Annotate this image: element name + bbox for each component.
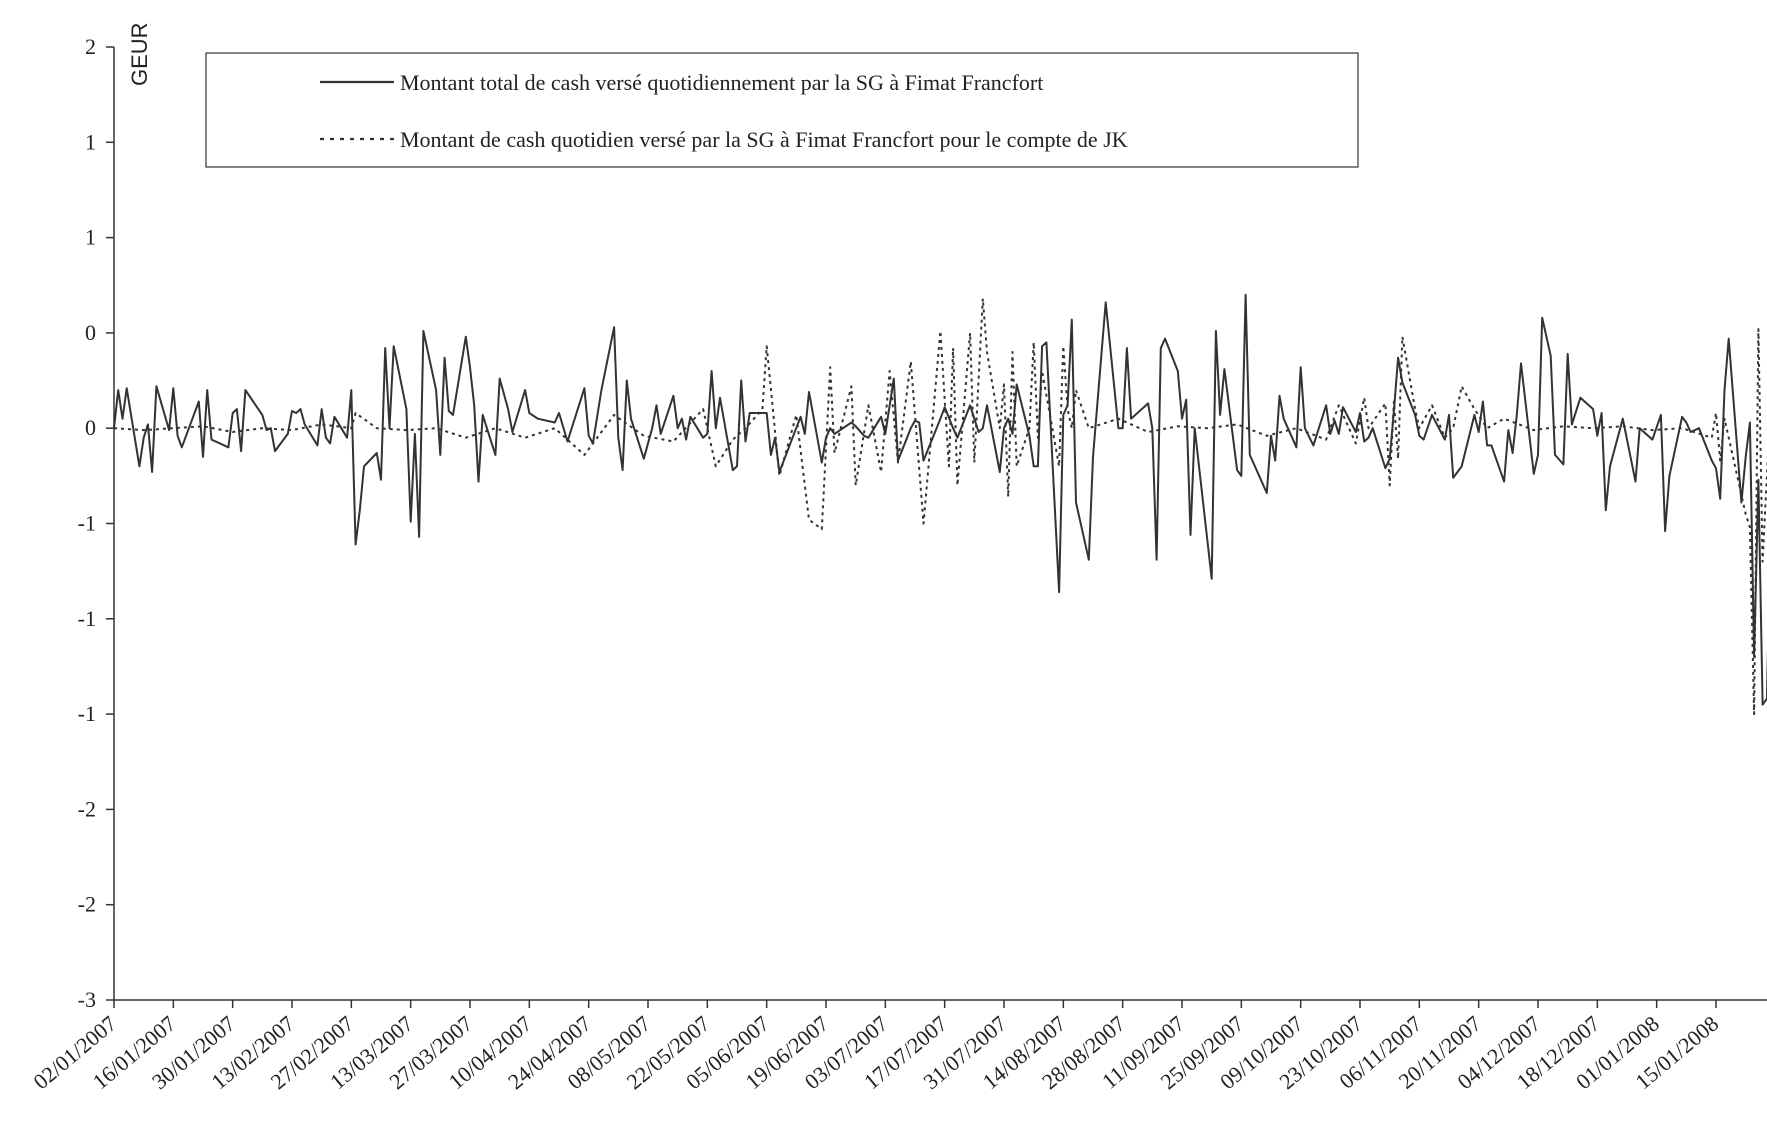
y-tick-label: 0 — [85, 320, 96, 345]
series-line-total-cash — [113, 293, 1767, 706]
y-tick-label: -3 — [78, 987, 96, 1012]
y-tick-label: -2 — [78, 796, 96, 821]
y-tick-label: 1 — [85, 225, 96, 250]
y-axis-unit-label: GEUR — [127, 22, 152, 86]
x-axis: 02/01/200716/01/200730/01/200713/02/2007… — [28, 999, 1767, 1094]
legend: Montant total de cash versé quotidiennem… — [205, 52, 1359, 168]
y-tick-label: 0 — [85, 415, 96, 440]
y-tick-label: -1 — [78, 701, 96, 726]
legend-box — [205, 52, 1359, 168]
plot-lines — [113, 293, 1767, 716]
y-tick-label: 1 — [85, 129, 96, 154]
series-line-jk-cash — [113, 297, 1767, 716]
y-tick-label: 2 — [85, 34, 96, 59]
legend-label-jk-cash: Montant de cash quotidien versé par la S… — [400, 127, 1128, 152]
y-tick-label: -2 — [78, 892, 96, 917]
y-tick-label: -1 — [78, 606, 96, 631]
legend-label-total-cash: Montant total de cash versé quotidiennem… — [400, 70, 1043, 95]
y-axis: 2 1 1 0 0 -1 -1 -1 -2 -2 -3 — [78, 34, 115, 1012]
y-tick-label: -1 — [78, 511, 96, 536]
